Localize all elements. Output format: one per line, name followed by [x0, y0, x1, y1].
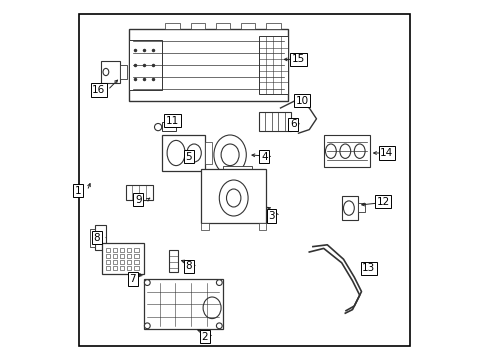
Text: 8: 8	[185, 261, 192, 271]
Ellipse shape	[154, 123, 162, 131]
Ellipse shape	[203, 297, 221, 319]
Bar	[258, 112, 291, 131]
Bar	[113, 266, 117, 270]
Bar	[129, 29, 287, 101]
Bar	[341, 196, 357, 220]
Bar	[168, 250, 178, 272]
Text: 6: 6	[289, 119, 296, 129]
Bar	[223, 166, 251, 173]
Ellipse shape	[216, 280, 222, 285]
Ellipse shape	[219, 180, 247, 216]
Bar	[201, 169, 265, 223]
Text: 7: 7	[129, 274, 136, 284]
Text: 2: 2	[201, 332, 208, 342]
Bar	[129, 40, 162, 90]
Bar	[190, 23, 204, 29]
Bar	[165, 23, 179, 29]
Ellipse shape	[213, 135, 246, 175]
Text: 12: 12	[376, 197, 389, 207]
Ellipse shape	[216, 323, 222, 329]
Ellipse shape	[354, 144, 365, 158]
Bar	[258, 36, 287, 94]
Bar	[241, 23, 255, 29]
Bar	[95, 225, 106, 250]
Bar	[134, 266, 139, 270]
Ellipse shape	[343, 201, 354, 215]
Bar	[127, 248, 131, 252]
Bar	[101, 61, 120, 83]
Bar	[120, 266, 124, 270]
Text: 10: 10	[295, 96, 308, 106]
Ellipse shape	[144, 323, 150, 329]
Bar	[120, 65, 127, 79]
Bar	[265, 23, 280, 29]
Bar	[105, 248, 110, 252]
Bar	[113, 260, 117, 264]
Bar	[215, 23, 230, 29]
Text: 15: 15	[291, 54, 305, 64]
Bar	[204, 142, 212, 164]
Bar	[89, 229, 95, 247]
Text: 8: 8	[93, 233, 100, 243]
Bar	[134, 248, 139, 252]
Bar	[125, 185, 152, 200]
Bar	[113, 254, 117, 258]
Bar	[134, 254, 139, 258]
Ellipse shape	[325, 144, 336, 158]
Bar	[127, 254, 131, 258]
Text: 14: 14	[379, 148, 392, 158]
Bar	[105, 254, 110, 258]
Ellipse shape	[167, 140, 185, 166]
Bar	[127, 260, 131, 264]
Bar	[162, 135, 204, 171]
Bar	[102, 243, 143, 274]
Text: 3: 3	[267, 211, 274, 221]
Ellipse shape	[221, 144, 239, 166]
Text: 16: 16	[92, 85, 105, 95]
Bar	[134, 260, 139, 264]
Ellipse shape	[226, 189, 241, 207]
Text: 11: 11	[165, 116, 179, 126]
Bar	[113, 248, 117, 252]
Bar	[120, 254, 124, 258]
Bar	[105, 266, 110, 270]
Bar	[357, 203, 365, 212]
Text: 1: 1	[75, 186, 81, 196]
Bar	[162, 122, 176, 131]
Text: 9: 9	[135, 195, 142, 205]
Ellipse shape	[339, 144, 350, 158]
Bar	[258, 223, 265, 230]
Ellipse shape	[103, 68, 108, 76]
Bar	[143, 279, 223, 329]
Text: 4: 4	[261, 152, 267, 162]
Text: 5: 5	[185, 152, 192, 162]
Bar	[105, 260, 110, 264]
Ellipse shape	[186, 144, 201, 162]
Bar	[120, 260, 124, 264]
Bar	[120, 248, 124, 252]
Bar	[323, 135, 370, 167]
Bar	[201, 223, 208, 230]
Bar	[127, 266, 131, 270]
Text: 13: 13	[361, 263, 375, 273]
Ellipse shape	[144, 280, 150, 285]
